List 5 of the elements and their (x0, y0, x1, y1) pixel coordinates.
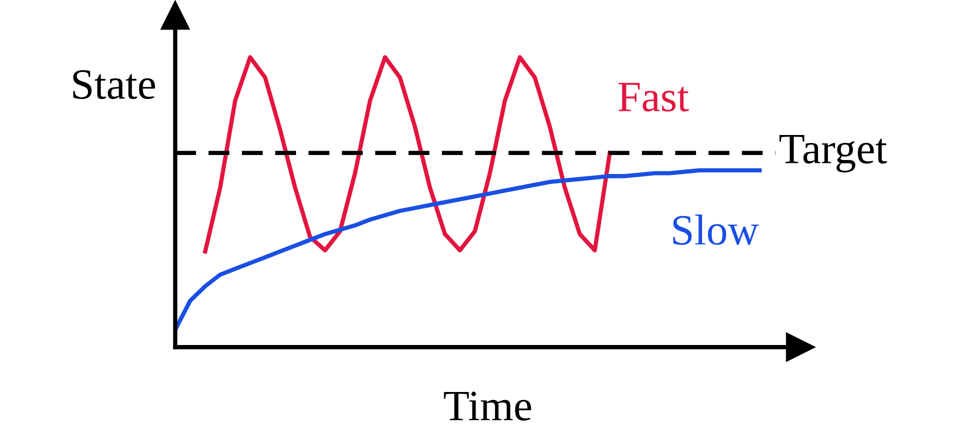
series-label: Fast (618, 82, 689, 112)
y-axis-title: State (73, 70, 155, 100)
x-axis-title: Time (444, 392, 532, 421)
ref-line-label: Target (779, 134, 887, 172)
series-label: Slow (673, 214, 759, 245)
